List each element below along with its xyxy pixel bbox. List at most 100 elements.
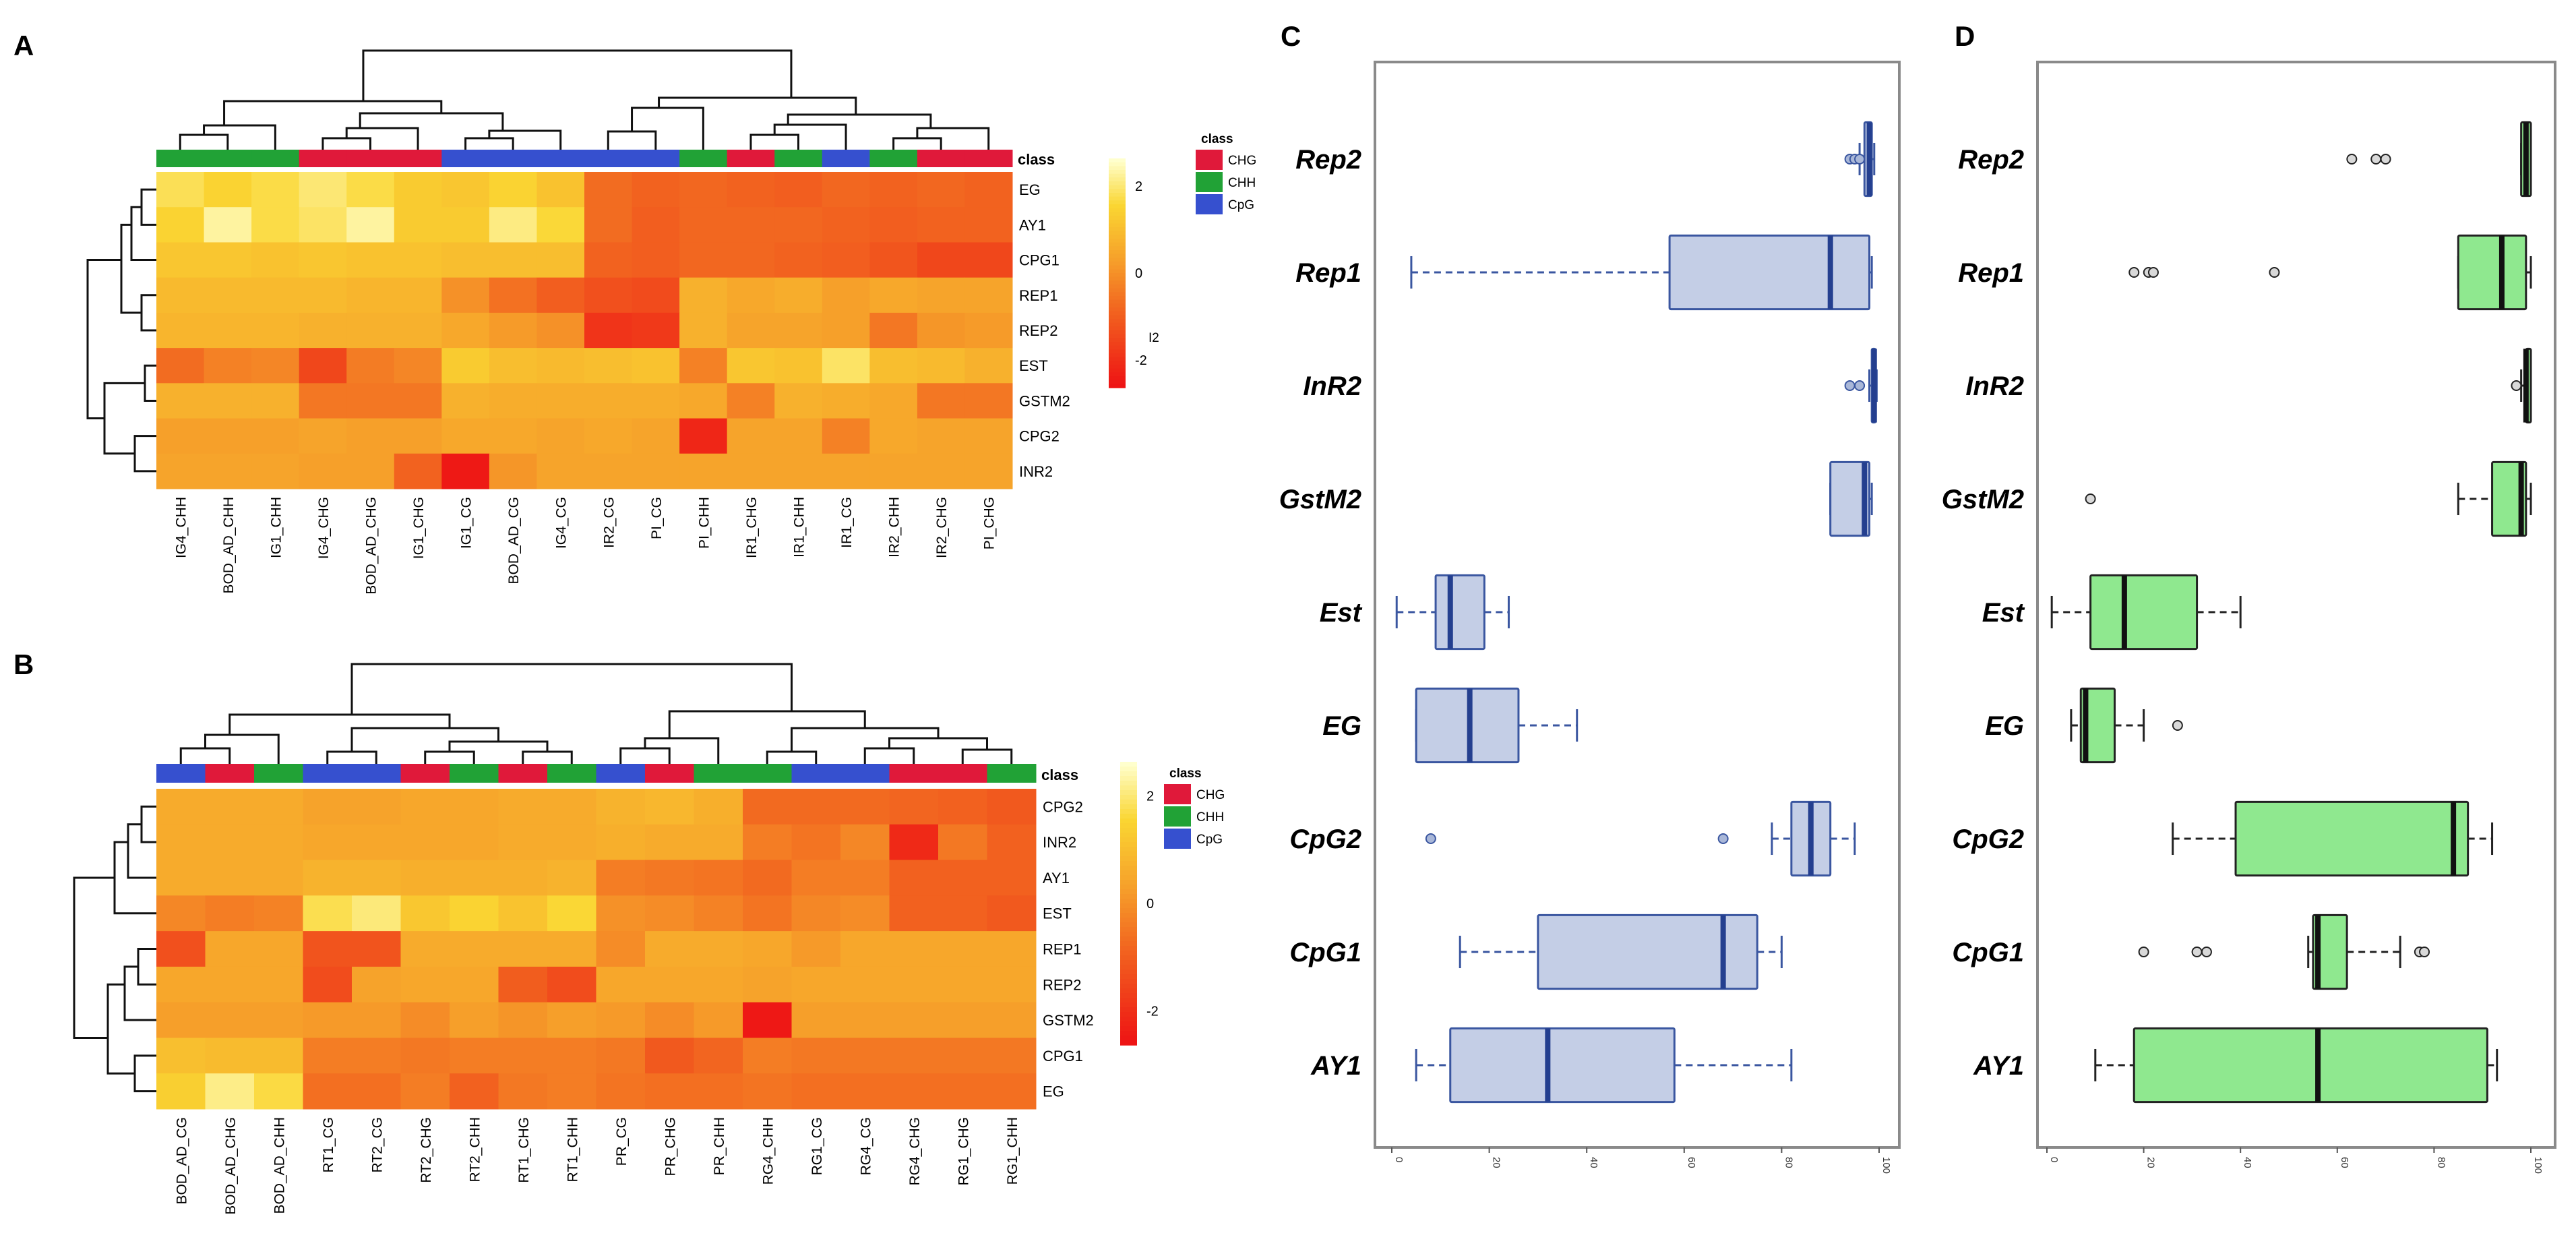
row-label: EST bbox=[1043, 905, 1072, 922]
heatmap-cell bbox=[694, 860, 743, 896]
heatmap-cell bbox=[632, 242, 680, 278]
row-label: EG bbox=[1019, 181, 1041, 198]
colorbar-segment bbox=[1109, 330, 1126, 335]
heatmap-cell bbox=[394, 207, 442, 243]
heatmap-cell bbox=[394, 277, 442, 313]
x-tick-label: 60 bbox=[1686, 1157, 1697, 1168]
heatmap-cell bbox=[645, 789, 694, 825]
class-bar-cell bbox=[679, 150, 728, 167]
colorbar-segment bbox=[1109, 162, 1126, 167]
class-bar-cell bbox=[400, 764, 450, 783]
heatmap-cell bbox=[547, 789, 596, 825]
heatmap-cell bbox=[346, 348, 395, 384]
class-bar-cell bbox=[394, 150, 442, 167]
heatmap-cell bbox=[869, 242, 918, 278]
colorbar-segment bbox=[1120, 918, 1137, 923]
column-label: RG4_CHG bbox=[907, 1117, 923, 1186]
heatmap-cell bbox=[204, 277, 252, 313]
heatmap-cell bbox=[400, 824, 450, 861]
column-dendrogram-branch bbox=[448, 740, 549, 752]
class-bar-cell bbox=[694, 764, 743, 783]
heatmap-cell bbox=[584, 383, 633, 419]
heatmap-cell bbox=[394, 312, 442, 349]
heatmap-cell bbox=[205, 966, 255, 1003]
heatmap-cell bbox=[299, 418, 347, 454]
colorbar-segment bbox=[1120, 899, 1137, 904]
legend-swatch-cpg bbox=[1196, 194, 1223, 214]
colorbar-segment bbox=[1120, 851, 1137, 857]
colorbar-segment bbox=[1109, 193, 1126, 198]
heatmap-cell bbox=[840, 1073, 890, 1110]
heatmap-cell bbox=[840, 824, 890, 861]
heatmap-cell bbox=[774, 348, 823, 384]
heatmap-cell bbox=[964, 207, 1013, 243]
colorbar-segment bbox=[1109, 212, 1126, 216]
colorbar-segment bbox=[1109, 299, 1126, 305]
colorbar-segment bbox=[1120, 1002, 1137, 1008]
column-dendrogram-branch bbox=[179, 747, 231, 764]
heatmap-cell bbox=[774, 383, 823, 419]
row-dendrogram-branch bbox=[133, 435, 156, 473]
colorbar-segment bbox=[1120, 1036, 1137, 1041]
heatmap-cell bbox=[303, 931, 352, 967]
heatmap-cell bbox=[303, 895, 352, 932]
heatmap-cell bbox=[840, 1002, 890, 1038]
box-iqr bbox=[2491, 460, 2527, 537]
heatmap-cell bbox=[774, 277, 823, 313]
heatmap-cell bbox=[156, 1073, 206, 1110]
colorbar-segment bbox=[1109, 372, 1126, 377]
heatmap-cell bbox=[204, 453, 252, 489]
heatmap-cell bbox=[822, 453, 870, 489]
heatmap-cell bbox=[791, 860, 841, 896]
heatmap-cell bbox=[917, 418, 965, 454]
outlier-point bbox=[2370, 154, 2382, 164]
heatmap-cell bbox=[938, 931, 987, 967]
heatmap-cell bbox=[822, 418, 870, 454]
class-bar-cell bbox=[917, 150, 965, 167]
colorbar-tick: -2 bbox=[1135, 353, 1147, 368]
column-dendrogram-branch bbox=[916, 127, 990, 150]
colorbar-segment bbox=[1120, 847, 1137, 852]
class-bar-cell bbox=[251, 150, 300, 167]
heatmap-cell bbox=[441, 172, 490, 208]
heatmap-cell bbox=[450, 1073, 499, 1110]
heatmap-cell bbox=[498, 895, 548, 932]
heatmap-cell bbox=[441, 312, 490, 349]
outlier-point bbox=[2201, 947, 2212, 957]
legend-label: CpG bbox=[1228, 198, 1254, 212]
heatmap-cell bbox=[536, 418, 585, 454]
column-dendrogram-branch bbox=[658, 96, 857, 115]
panel-label-c: C bbox=[1281, 20, 1301, 52]
heatmap-cell bbox=[400, 895, 450, 932]
category-label: GstM2 bbox=[1942, 485, 2024, 514]
colorbar-segment bbox=[1120, 913, 1137, 918]
heatmap-cell bbox=[204, 383, 252, 419]
heatmap-cell bbox=[694, 931, 743, 967]
heatmap-cell bbox=[254, 931, 303, 967]
class-row-label: class bbox=[1018, 151, 1055, 168]
heatmap-cell bbox=[352, 966, 401, 1003]
heatmap-cell bbox=[352, 1038, 401, 1074]
heatmap-cell bbox=[352, 1073, 401, 1110]
heatmap-cell bbox=[889, 966, 939, 1003]
heatmap-cell bbox=[987, 895, 1037, 932]
heatmap-cell bbox=[889, 789, 939, 825]
column-label: IG1_CHH bbox=[268, 497, 284, 558]
colorbar-segment bbox=[1120, 771, 1137, 777]
box-iqr bbox=[2079, 687, 2116, 764]
class-bar-cell bbox=[822, 150, 870, 167]
colorbar-segment bbox=[1109, 219, 1126, 224]
row-label: REP2 bbox=[1043, 976, 1081, 993]
category-label: CpG1 bbox=[1952, 938, 2024, 967]
column-label: IR1_CG bbox=[839, 497, 855, 548]
colorbar-segment bbox=[1109, 342, 1126, 347]
column-label: IR1_CHG bbox=[744, 497, 760, 558]
heatmap-cell bbox=[964, 312, 1013, 349]
heatmap-cell bbox=[536, 172, 585, 208]
heatmap-cell bbox=[400, 966, 450, 1003]
outlier-point bbox=[2172, 720, 2183, 731]
heatmap-cell bbox=[400, 860, 450, 896]
colorbar-segment bbox=[1120, 993, 1137, 998]
colorbar-tick: 2 bbox=[1146, 789, 1154, 804]
column-dendrogram-branch bbox=[961, 748, 1013, 764]
